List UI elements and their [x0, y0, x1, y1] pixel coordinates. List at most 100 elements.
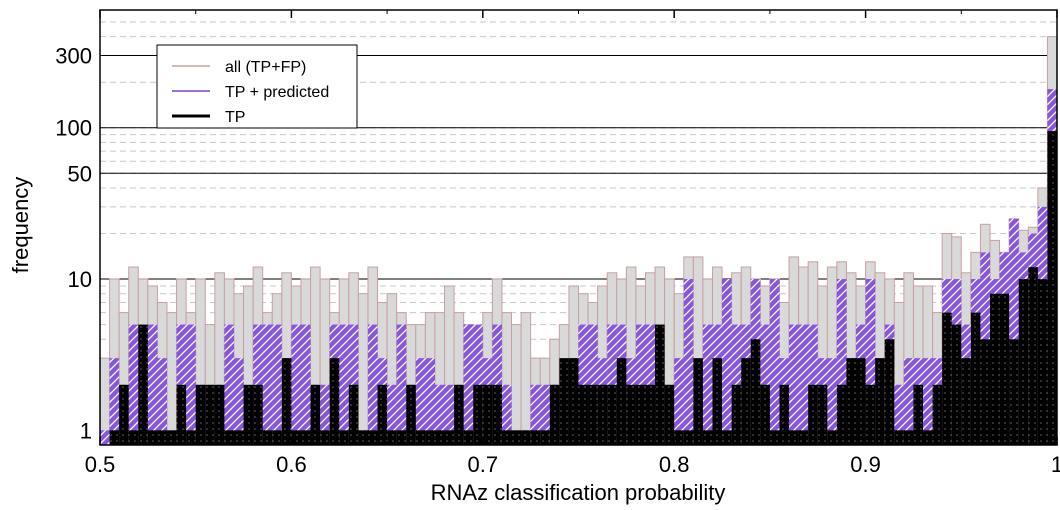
- bar-tp: [1028, 267, 1038, 445]
- bar-tp: [501, 430, 512, 445]
- bar-tp: [415, 430, 426, 445]
- x-tick-label: 0.8: [659, 452, 690, 477]
- bar-all: [166, 312, 178, 446]
- bar-tp-predicted: [827, 358, 837, 445]
- bar-tp: [970, 312, 981, 445]
- bar-tp: [387, 430, 397, 445]
- bar-tp-predicted: [798, 324, 809, 445]
- bar-tp: [655, 324, 665, 445]
- bar-tp-predicted: [339, 324, 349, 445]
- bar-tp: [339, 430, 349, 445]
- y-tick-label: 10: [68, 267, 92, 292]
- bar-tp: [291, 430, 301, 445]
- x-tick-label: 0.9: [850, 452, 881, 477]
- bar-tp: [348, 384, 359, 445]
- bar-tp: [769, 430, 780, 445]
- bar-all: [357, 293, 369, 446]
- axis-ticks: 0.5 0.6 0.7 0.8 0.9 1 1 10 50 100 300: [55, 10, 1060, 477]
- bar-tp: [530, 430, 541, 445]
- bar-tp: [693, 358, 703, 445]
- bar-tp: [549, 384, 560, 445]
- x-tick-label: 0.6: [276, 452, 307, 477]
- bar-tp-predicted: [272, 324, 282, 445]
- bar-tp: [521, 430, 531, 445]
- bar-tp-predicted: [291, 324, 301, 445]
- y-tick-label: 100: [55, 116, 92, 141]
- bar-tp-predicted: [865, 279, 876, 445]
- bar-tp: [540, 430, 550, 445]
- bar-tp: [664, 384, 675, 445]
- bar-tp: [1018, 279, 1029, 445]
- bar-tp-predicted: [501, 384, 512, 445]
- bar-tp-predicted: [530, 384, 541, 445]
- bar-tp: [942, 312, 952, 445]
- x-tick-label: 0.5: [85, 452, 116, 477]
- bar-tp-predicted: [894, 384, 904, 445]
- bar-tp: [157, 430, 167, 445]
- y-axis-title: frequency: [8, 177, 33, 274]
- bar-tp-predicted: [109, 358, 120, 445]
- bar-tp: [281, 358, 292, 445]
- bar-tp: [674, 430, 684, 445]
- bar-tp: [923, 430, 933, 445]
- x-axis-title: RNAz classification probability: [431, 480, 726, 505]
- x-tick-label: 1: [1051, 452, 1060, 477]
- bar-tp: [626, 384, 636, 445]
- bar-tp: [856, 358, 866, 445]
- bar-tp: [396, 430, 407, 445]
- series-bar-tp: [109, 131, 1057, 446]
- bar-tp-predicted: [425, 358, 435, 445]
- bar-tp: [377, 384, 388, 445]
- legend-label-all: all (TP+FP): [225, 59, 306, 76]
- bar-tp: [1009, 339, 1019, 445]
- bar-tp-predicted: [300, 324, 311, 445]
- y-tick-label: 1: [80, 418, 92, 443]
- bar-tp: [999, 293, 1010, 445]
- bar-tp-predicted: [224, 324, 234, 445]
- bar-tp-predicted: [100, 430, 110, 445]
- bar-tp: [253, 384, 263, 445]
- bar-tp: [741, 358, 751, 445]
- bar-tp: [406, 384, 416, 445]
- bar-tp-predicted: [147, 324, 158, 445]
- legend-label-tp: TP: [225, 109, 245, 126]
- bar-tp: [808, 384, 818, 445]
- bar-tp: [884, 339, 895, 445]
- bar-tp-predicted: [1009, 218, 1019, 445]
- bar-tp: [233, 430, 244, 445]
- bar-tp: [836, 384, 847, 445]
- bar-tp: [875, 358, 885, 445]
- bar-tp: [186, 430, 196, 445]
- bar-tp: [205, 384, 215, 445]
- bar-tp-predicted: [396, 324, 407, 445]
- bar-tp: [166, 430, 177, 445]
- bar-tp: [722, 430, 732, 445]
- y-tick-label: 300: [55, 44, 92, 69]
- bar-tp: [645, 384, 656, 445]
- bar-tp: [990, 293, 1000, 445]
- bar-tp: [358, 430, 368, 445]
- bar-tp-predicted: [320, 384, 330, 445]
- bar-tp: [961, 358, 971, 445]
- bar-tp: [109, 430, 120, 445]
- bar-tp-predicted: [128, 324, 139, 445]
- bar-tp: [597, 384, 608, 445]
- histogram-bars: [99, 36, 1058, 446]
- bar-tp: [588, 384, 598, 445]
- bar-tp-predicted: [387, 384, 397, 445]
- bar-tp-predicted: [903, 358, 914, 445]
- bar-tp: [176, 384, 187, 445]
- bar-tp: [827, 430, 837, 445]
- bar-tp: [607, 384, 617, 445]
- bar-tp: [702, 430, 713, 445]
- bar-tp: [511, 430, 522, 445]
- bar-tp-predicted: [674, 358, 684, 445]
- bar-tp: [434, 430, 445, 445]
- bar-tp: [568, 358, 579, 445]
- bar-tp: [932, 384, 943, 445]
- bar-tp: [865, 384, 876, 445]
- bar-tp: [473, 384, 483, 445]
- bar-tp-predicted: [367, 324, 378, 445]
- bar-tp: [492, 384, 502, 445]
